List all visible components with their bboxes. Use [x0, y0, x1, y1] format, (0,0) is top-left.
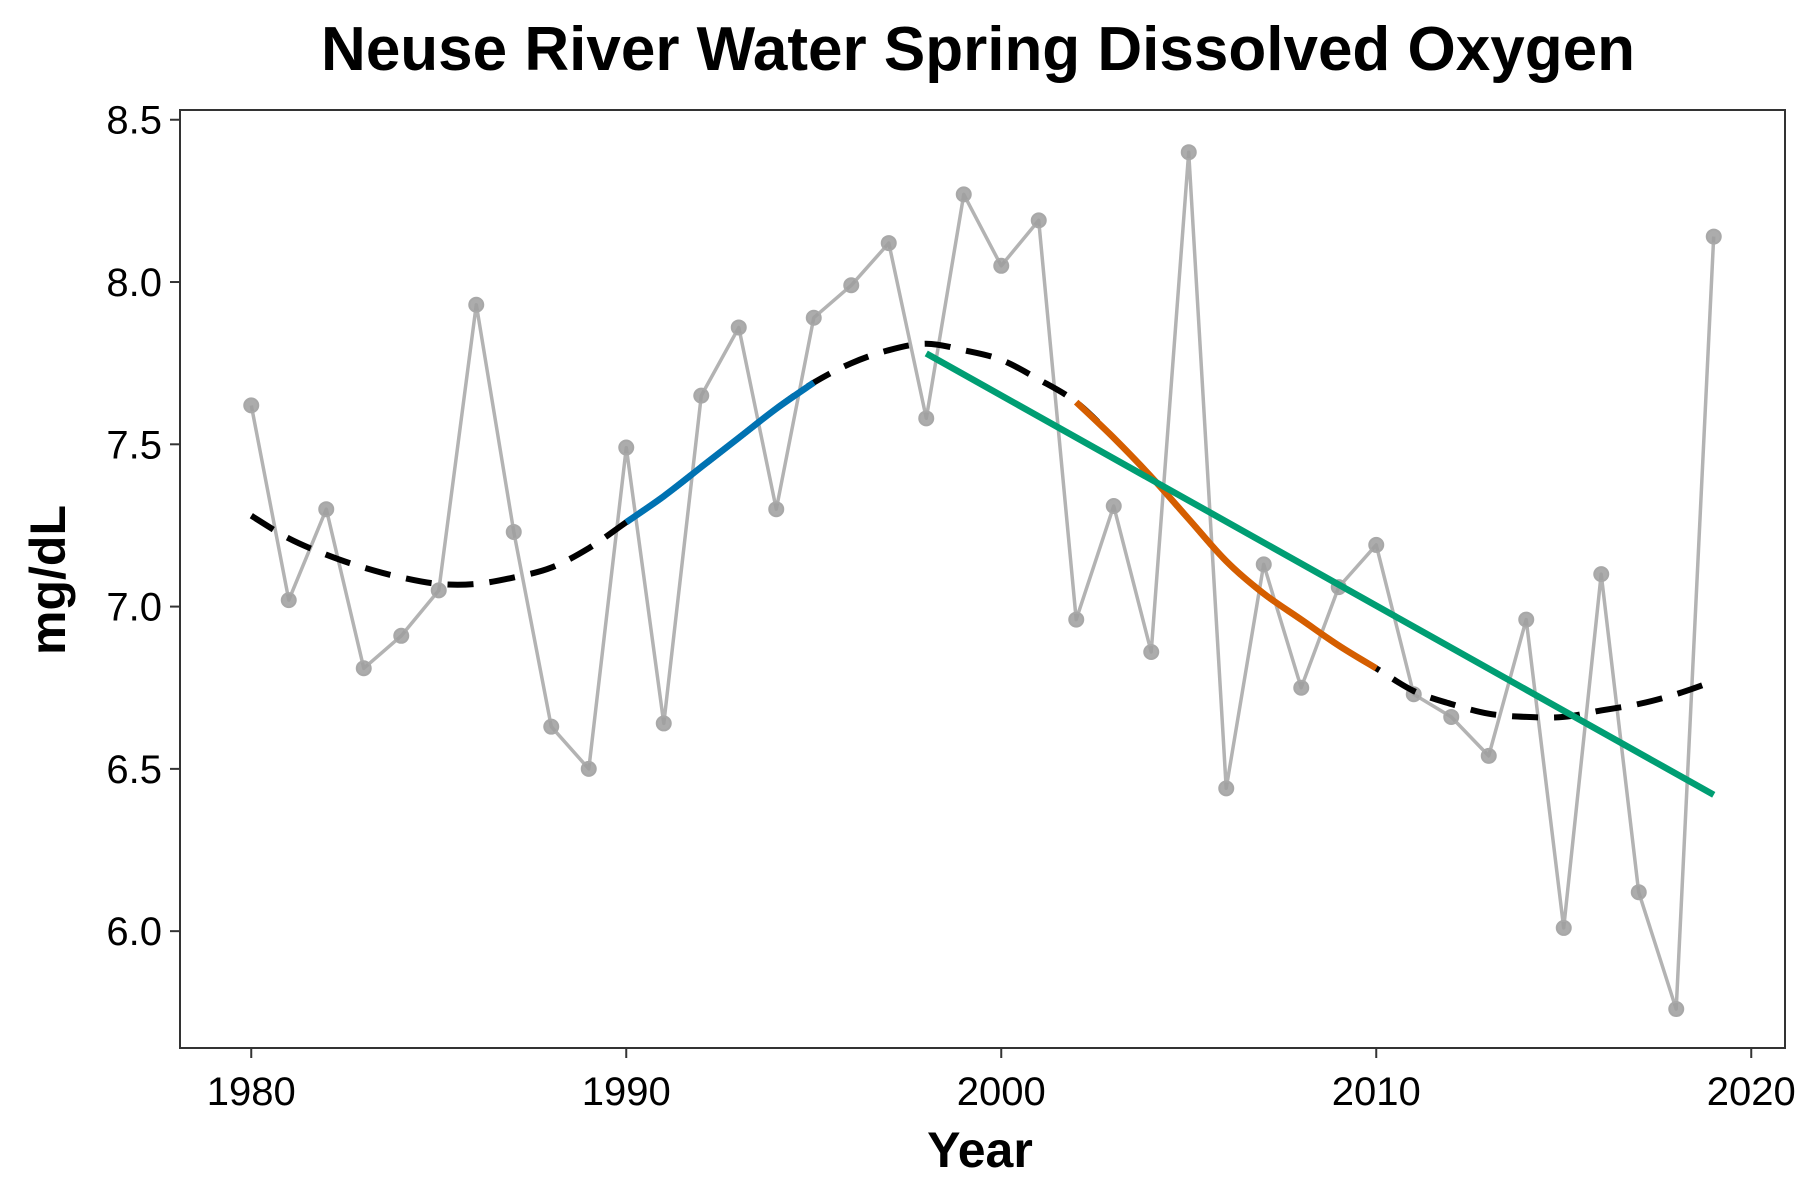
observed-point — [468, 296, 485, 313]
observed-point — [1705, 228, 1722, 245]
observed-point — [1668, 1001, 1685, 1018]
observed-point — [318, 501, 335, 518]
observed-point — [918, 410, 935, 427]
y-tick-label: 6.5 — [106, 748, 162, 792]
y-tick-label: 8.5 — [106, 99, 162, 143]
observed-point — [1180, 144, 1197, 161]
observed-point — [1480, 747, 1497, 764]
observed-point — [805, 309, 822, 326]
axes: 1980 1990 2000 2010 2020 6.0 6.5 7.0 7.5 8.0 8.5 — [106, 99, 1795, 1114]
y-tick-label: 7.0 — [106, 586, 162, 630]
observed-point — [730, 319, 747, 336]
y-tick-label: 8.0 — [106, 261, 162, 305]
observed-point — [1105, 497, 1122, 514]
observed-point — [1518, 611, 1535, 628]
x-tick-label: 2010 — [1332, 1070, 1421, 1114]
panel-border — [179, 109, 1786, 1049]
increase-segment — [624, 379, 816, 525]
observed-point — [993, 257, 1010, 274]
observed-series-line — [249, 150, 1716, 1011]
observed-point — [1368, 536, 1385, 553]
observed-point — [1255, 556, 1272, 573]
observed-point — [543, 718, 560, 735]
x-axis-title: Year — [927, 1122, 1033, 1178]
observed-point — [1555, 919, 1572, 936]
observed-point — [618, 439, 635, 456]
linear-trend-line — [924, 350, 1716, 798]
smooth-trend-dashed — [249, 340, 1715, 721]
observed-point — [1443, 708, 1460, 725]
observed-point — [355, 660, 372, 677]
y-tick-label: 7.5 — [106, 423, 162, 467]
observed-point — [955, 186, 972, 203]
decrease-segment — [1073, 399, 1378, 672]
observed-point — [393, 627, 410, 644]
observed-point — [1593, 566, 1610, 583]
observed-point — [843, 277, 860, 294]
chart-title: Neuse River Water Spring Dissolved Oxyge… — [321, 15, 1635, 84]
plot-area — [243, 144, 1722, 1018]
observed-point — [768, 501, 785, 518]
y-axis-title: mg/dL — [20, 505, 76, 655]
observed-point — [1030, 212, 1047, 229]
observed-point — [580, 760, 597, 777]
y-tick-label: 6.0 — [106, 910, 162, 954]
x-tick-label: 2000 — [957, 1070, 1046, 1114]
observed-point — [243, 397, 260, 414]
observed-point — [693, 387, 710, 404]
observed-point — [655, 715, 672, 732]
observed-point — [430, 582, 447, 599]
observed-point — [280, 592, 297, 609]
observed-point — [1218, 780, 1235, 797]
x-tick-label: 1980 — [207, 1070, 296, 1114]
observed-point — [1630, 884, 1647, 901]
x-tick-label: 1990 — [582, 1070, 671, 1114]
observed-point — [1293, 679, 1310, 696]
observed-point — [505, 523, 522, 540]
observed-point — [880, 235, 897, 252]
observed-point — [1143, 644, 1160, 661]
x-tick-label: 2020 — [1707, 1070, 1796, 1114]
observed-point — [1068, 611, 1085, 628]
